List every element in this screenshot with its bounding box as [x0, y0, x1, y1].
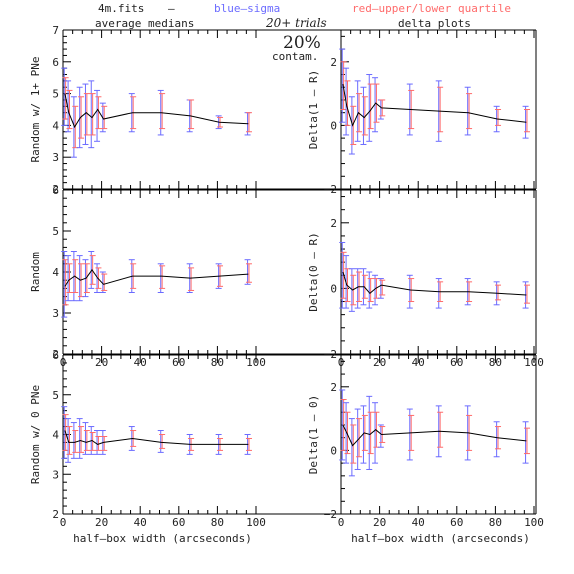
x-tick-label: 0 — [60, 516, 67, 529]
x-tick-label: 80 — [489, 516, 502, 529]
y-tick-label: 4 — [52, 119, 59, 132]
y-axis-label: Delta(1 – R) — [307, 70, 320, 149]
y-tick-label: 0 — [330, 282, 337, 295]
median-line — [64, 93, 249, 129]
y-tick-label: 3 — [52, 468, 59, 481]
median-line — [342, 424, 527, 447]
y-axis-label: Random w/ 1+ PNe — [29, 57, 42, 163]
x-tick-label: 60 — [172, 516, 185, 529]
x-tick-label: 20 — [373, 516, 386, 529]
y-tick-label: 7 — [52, 24, 59, 37]
y-tick-label: 5 — [52, 389, 59, 402]
median-line — [64, 430, 249, 445]
legend-red: red–upper/lower quartile — [352, 2, 511, 15]
y-tick-label: 0 — [330, 444, 337, 457]
median-line — [64, 269, 249, 287]
y-axis-label: Delta(1 – 0) — [307, 395, 320, 474]
right-column-title: delta plots — [398, 17, 471, 30]
y-tick-label: 3 — [52, 151, 59, 164]
y-axis-label: Random w/ 0 PNe — [29, 385, 42, 484]
y-tick-label: 2 — [52, 508, 59, 521]
x-tick-label: 60 — [450, 516, 463, 529]
legend-blue: blue–sigma — [214, 2, 280, 15]
y-tick-label: 3 — [52, 307, 59, 320]
header: 4m.fits – blue–sigma red–upper/lower qua… — [95, 2, 511, 63]
y-tick-label: 5 — [52, 88, 59, 101]
x-tick-label: 0 — [338, 516, 345, 529]
x-tick-label: 20 — [95, 516, 108, 529]
y-tick-label: 2 — [52, 348, 59, 361]
header-dash: – — [168, 2, 175, 15]
y-axis-label: Delta(0 – R) — [307, 232, 320, 311]
contam-label: contam. — [272, 50, 318, 63]
y-tick-label: 6 — [52, 56, 59, 69]
file-name: 4m.fits — [98, 2, 144, 15]
y-tick-label: −2 — [324, 508, 337, 521]
y-tick-label: 2 — [330, 381, 337, 394]
y-tick-label: 2 — [330, 217, 337, 230]
median-line — [342, 271, 527, 296]
y-tick-label: 6 — [52, 184, 59, 197]
x-tick-label: 40 — [412, 516, 425, 529]
median-line — [342, 84, 527, 127]
x-tick-label: 80 — [211, 516, 224, 529]
x-tick-label: 100 — [524, 516, 544, 529]
x-tick-label: 40 — [134, 516, 147, 529]
y-tick-label: 5 — [52, 225, 59, 238]
y-tick-label: 0 — [330, 119, 337, 132]
panel-1: 2 3 4 5 6 7 Random w/ 1+ PNe — [29, 24, 341, 196]
y-axis-label: Random — [29, 252, 42, 292]
y-tick-label: 6 — [52, 349, 59, 362]
y-tick-label: 4 — [52, 429, 59, 442]
trials-label: 20+ trials — [265, 16, 327, 30]
x-tick-label: 100 — [246, 516, 266, 529]
contam-percent: 20% — [283, 33, 321, 53]
x-axis-label: half–box width (arcseconds) — [351, 532, 530, 545]
y-tick-label: 4 — [52, 266, 59, 279]
left-column-title: average medians — [95, 17, 194, 30]
y-tick-label: 2 — [52, 183, 59, 196]
y-tick-label: 2 — [330, 56, 337, 69]
x-axis-label: half–box width (arcseconds) — [73, 532, 252, 545]
